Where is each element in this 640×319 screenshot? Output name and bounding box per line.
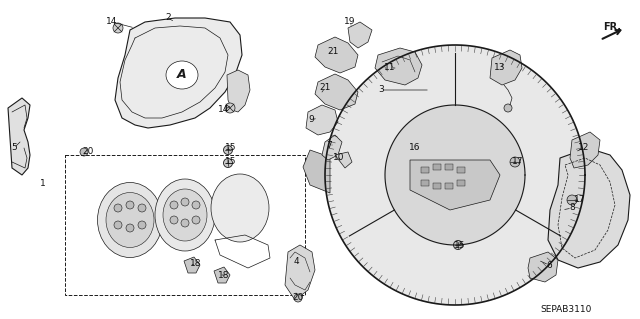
Circle shape [126, 201, 134, 209]
Circle shape [170, 216, 178, 224]
Text: 2: 2 [165, 13, 171, 23]
Text: 1: 1 [40, 180, 46, 189]
Text: 17: 17 [512, 158, 524, 167]
Circle shape [138, 221, 146, 229]
Text: SEPAB3110: SEPAB3110 [540, 305, 591, 314]
Text: 20: 20 [83, 147, 93, 157]
Polygon shape [570, 132, 600, 168]
Polygon shape [303, 150, 330, 193]
Text: 11: 11 [384, 63, 396, 72]
Text: 14: 14 [106, 18, 118, 26]
Polygon shape [410, 160, 500, 210]
Text: 10: 10 [333, 153, 345, 162]
Circle shape [294, 294, 302, 302]
Bar [445, 164, 453, 170]
Circle shape [504, 104, 512, 112]
Polygon shape [580, 155, 603, 190]
Bar [433, 183, 441, 189]
Ellipse shape [155, 179, 215, 251]
Text: 15: 15 [225, 158, 237, 167]
Text: 6: 6 [546, 261, 552, 270]
Bar [457, 167, 465, 173]
Polygon shape [8, 98, 30, 175]
Polygon shape [385, 105, 525, 245]
Text: 21: 21 [327, 48, 339, 56]
Ellipse shape [163, 189, 207, 241]
Polygon shape [227, 70, 250, 112]
Text: 16: 16 [409, 144, 420, 152]
Circle shape [510, 157, 520, 167]
Text: 5: 5 [11, 144, 17, 152]
Polygon shape [548, 148, 630, 268]
Polygon shape [490, 50, 522, 85]
Circle shape [454, 241, 463, 249]
Polygon shape [528, 252, 558, 282]
Polygon shape [214, 267, 230, 283]
Polygon shape [322, 135, 342, 160]
Text: 13: 13 [494, 63, 506, 72]
Text: 17: 17 [574, 196, 586, 204]
Ellipse shape [166, 61, 198, 89]
Bar [421, 167, 429, 173]
Circle shape [192, 201, 200, 209]
Text: A: A [177, 69, 187, 81]
Text: 19: 19 [344, 18, 356, 26]
Polygon shape [115, 18, 242, 128]
Text: 4: 4 [293, 257, 299, 266]
Text: 12: 12 [579, 144, 589, 152]
Text: 7: 7 [326, 140, 332, 150]
Bar [433, 164, 441, 170]
Ellipse shape [106, 192, 154, 248]
Polygon shape [325, 45, 585, 305]
Polygon shape [306, 105, 338, 135]
Polygon shape [315, 74, 358, 110]
Circle shape [170, 201, 178, 209]
Text: FR.: FR. [603, 22, 621, 32]
Circle shape [223, 145, 232, 154]
Polygon shape [335, 152, 352, 168]
Bar [445, 183, 453, 189]
Circle shape [192, 216, 200, 224]
Text: 9: 9 [308, 115, 314, 124]
Ellipse shape [97, 182, 163, 257]
Circle shape [126, 224, 134, 232]
Circle shape [80, 148, 88, 156]
Bar [457, 180, 465, 186]
Bar [421, 180, 429, 186]
Polygon shape [315, 37, 358, 73]
Circle shape [567, 195, 577, 205]
Circle shape [114, 204, 122, 212]
Polygon shape [375, 48, 422, 85]
Text: 18: 18 [218, 271, 230, 279]
Circle shape [181, 198, 189, 206]
Polygon shape [184, 257, 200, 273]
Ellipse shape [211, 174, 269, 242]
Circle shape [225, 103, 235, 113]
Text: 14: 14 [218, 106, 230, 115]
Polygon shape [348, 22, 372, 48]
Text: 20: 20 [292, 293, 304, 302]
Polygon shape [285, 245, 315, 300]
Circle shape [114, 221, 122, 229]
Text: 21: 21 [319, 84, 331, 93]
Text: 15: 15 [225, 144, 237, 152]
Circle shape [181, 219, 189, 227]
Circle shape [223, 159, 232, 167]
Text: 3: 3 [378, 85, 384, 94]
Text: 15: 15 [454, 241, 466, 249]
Circle shape [138, 204, 146, 212]
Circle shape [113, 23, 123, 33]
Text: 8: 8 [569, 204, 575, 212]
Text: 18: 18 [190, 258, 202, 268]
